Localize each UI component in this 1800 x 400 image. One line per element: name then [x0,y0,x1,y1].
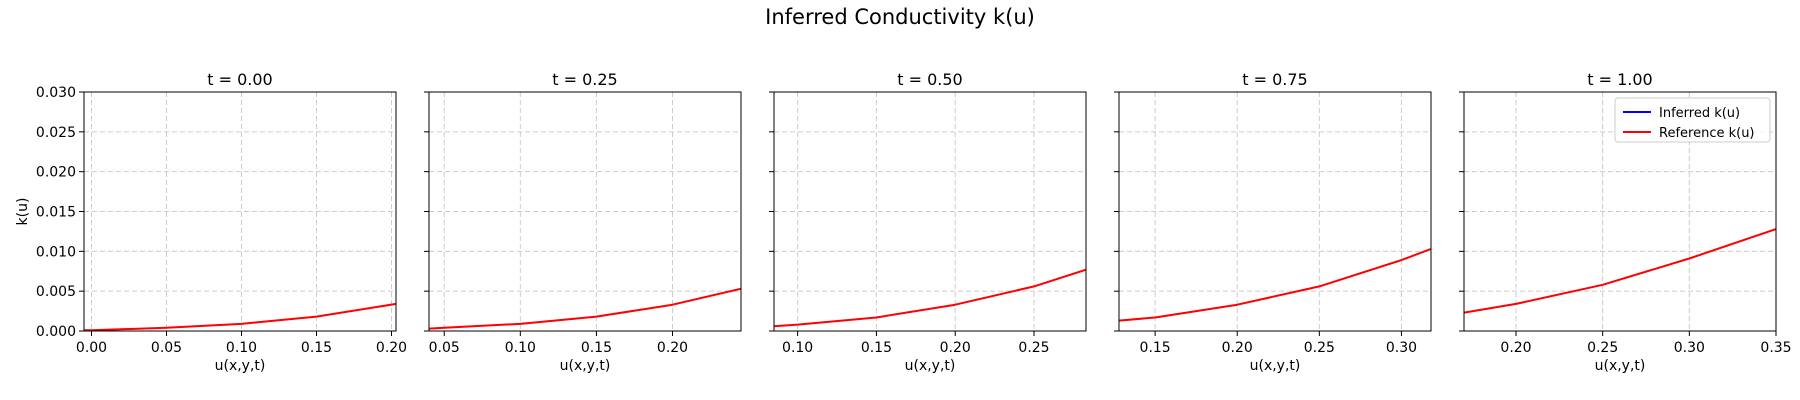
x-tick-label: 0.25 [1018,340,1049,356]
y-axis-label: k(u) [15,198,31,226]
x-tick-label: 0.30 [1386,340,1417,356]
subplot-title: t = 1.00 [1587,70,1652,89]
axes-frame [1118,91,1432,332]
legend: Inferred k(u) Reference k(u) [1614,97,1771,143]
x-tick-label: 0.15 [301,340,332,356]
x-tick-label: 0.20 [376,340,407,356]
x-axis-label: u(x,y,t) [1250,358,1301,374]
x-tick-label: 0.20 [657,340,688,356]
figure-title: Inferred Conductivity k(u) [765,5,1035,29]
subplot-3: 0.10 0.15 0.20 0.25 t = 0.50 u(x,y,t) [769,70,1087,374]
subplot-title: t = 0.25 [552,70,617,89]
subplot-title: t = 0.50 [897,70,962,89]
x-axis-label: u(x,y,t) [905,358,956,374]
x-axis-label: u(x,y,t) [560,358,611,374]
x-tick-label: 0.10 [505,340,536,356]
axes-frame [428,91,742,332]
x-tick-label: 0.20 [1222,340,1253,356]
y-tick-label: 0.015 [36,205,76,221]
series-line-reference-k [774,268,1086,328]
series-line-reference-k [429,287,741,330]
axes-frame [773,91,1087,332]
y-tick-label: 0.020 [36,165,76,181]
x-tick-label: 0.15 [1140,340,1171,356]
x-tick-label: 0.15 [581,340,612,356]
subplot-title: t = 0.75 [1242,70,1307,89]
x-tick-label: 0.25 [1304,340,1335,356]
subplot-4: 0.15 0.20 0.25 0.30 t = 0.75 u(x,y,t) [1114,70,1432,374]
x-tick-label: 0.15 [861,340,892,356]
y-tick-label: 0.025 [36,125,76,141]
legend-box [1614,97,1771,143]
x-tick-label: 0.05 [151,340,182,356]
y-tick-label: 0.030 [36,85,76,101]
subplot-2: 0.05 0.10 0.15 0.20 t = 0.25 u(x,y,t) [424,70,742,374]
x-axis-label: u(x,y,t) [215,358,266,374]
x-tick-label: 0.00 [76,340,107,356]
x-tick-label: 0.20 [1500,340,1531,356]
legend-label: Reference k(u) [1659,126,1755,141]
series-line-reference-k [1119,248,1431,322]
x-tick-label: 0.20 [940,340,971,356]
x-tick-label: 0.10 [782,340,813,356]
series-line-reference-k [84,302,396,331]
x-axis-label: u(x,y,t) [1595,358,1646,374]
x-tick-label: 0.05 [429,340,460,356]
y-tick-label: 0.005 [36,284,76,300]
axes-frame [1463,91,1777,332]
subplot-title: t = 0.00 [207,70,272,89]
x-tick-label: 0.35 [1760,340,1791,356]
y-tick-label: 0.000 [36,324,76,340]
series-line-reference-k [1464,228,1776,314]
subplot-grid: 0.000 0.005 0.010 0.015 0.020 0.025 0.030 0.00 0… [15,70,1792,374]
subplot-5: 0.20 0.25 0.30 0.35 t = 1.00 u(x,y,t) [1459,70,1792,374]
legend-label: Inferred k(u) [1659,106,1740,121]
y-tick-label: 0.010 [36,244,76,260]
subplot-1: 0.000 0.005 0.010 0.015 0.020 0.025 0.030 0.00 0… [15,70,407,374]
x-tick-label: 0.30 [1674,340,1705,356]
x-tick-label: 0.25 [1587,340,1618,356]
axes-frame [83,91,397,332]
x-tick-label: 0.10 [226,340,257,356]
